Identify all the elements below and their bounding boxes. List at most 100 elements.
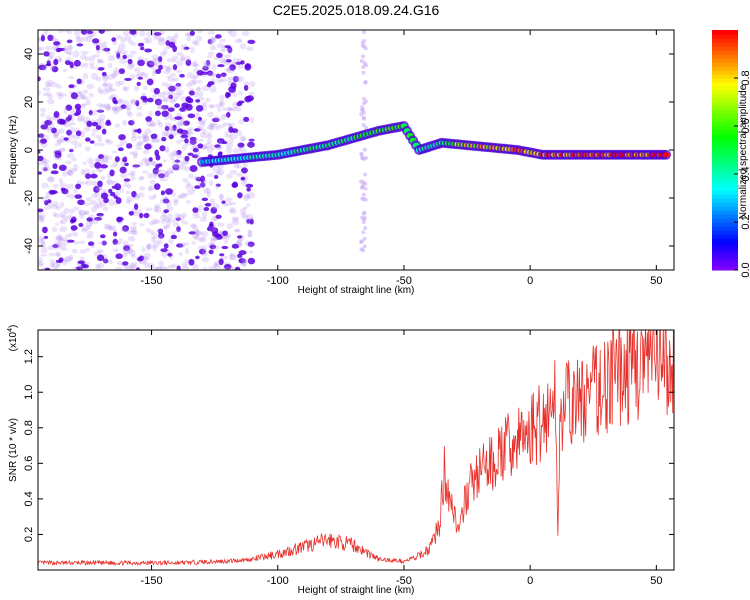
spectrogram-noise-cell <box>100 143 105 147</box>
spectrogram-noise-cell <box>218 94 225 101</box>
spectrogram-noise-cell <box>56 252 62 257</box>
spectrogram-noise-cell <box>146 97 154 103</box>
spectrogram-noise-cell <box>196 86 201 92</box>
spectrogram-noise-cell <box>78 94 85 99</box>
colorbar-segment <box>712 234 738 239</box>
spectrogram-noise-cell <box>361 54 366 59</box>
spectrogram-noise-cell <box>236 164 243 169</box>
spectrogram-noise-cell <box>226 106 232 113</box>
spectrogram-noise-cell <box>129 30 137 35</box>
spectrogram-noise-cell <box>156 119 161 126</box>
spectrogram-noise-cell <box>159 104 167 111</box>
spectrogram-noise-cell <box>191 212 200 217</box>
spectrogram-noise-cell <box>249 250 254 254</box>
spectrogram-noise-cell <box>82 36 88 42</box>
spectrogram-noise-cell <box>138 176 145 181</box>
spectrogram-noise-cell <box>73 97 80 101</box>
spectrogram-noise-cell <box>38 89 41 96</box>
spectrogram-noise-cell <box>178 252 183 256</box>
spectrogram-noise-cell <box>171 150 178 157</box>
spectrogram-noise-cell <box>77 260 86 265</box>
spectrogram-noise-cell <box>157 92 166 99</box>
spectrogram-noise-cell <box>226 223 234 230</box>
spectrogram-noise-cell <box>113 241 122 245</box>
spectrogram-noise-cell <box>96 108 104 114</box>
spectrogram-noise-cell <box>154 33 161 39</box>
spectrogram-noise-cell <box>96 254 105 262</box>
spectrogram-noise-cell <box>175 51 184 56</box>
spectrogram-noise-cell <box>220 78 228 83</box>
spectrogram-noise-cell <box>150 161 156 165</box>
spectrogram-noise-cell <box>180 134 189 139</box>
spectrogram-noise-cell <box>82 261 90 265</box>
spectrogram-noise-cell <box>59 220 64 225</box>
spectrogram-noise-cell <box>38 133 45 138</box>
spectrogram-noise-cell <box>164 126 170 132</box>
spectrogram-noise-cell <box>238 90 243 96</box>
spectrogram-noise-cell <box>39 215 45 222</box>
spectrogram-noise-cell <box>89 162 94 169</box>
spectrogram-noise-cell <box>228 138 234 144</box>
colorbar-label: Normalized spectral amplitude <box>738 84 749 219</box>
spectrogram-noise-cell <box>83 125 91 132</box>
spectrogram-noise-cell <box>237 76 245 83</box>
spectrogram-noise-cell <box>95 76 102 82</box>
spectrogram-noise-cell <box>362 147 367 152</box>
spectrogram-noise-cell <box>208 249 214 255</box>
spectrogram-noise-cell <box>209 44 217 51</box>
spectrogram-noise-cell <box>97 137 103 143</box>
spectrogram-noise-cell <box>225 173 233 179</box>
spectrogram-noise-cell <box>361 122 366 127</box>
spectrogram-noise-cell <box>81 225 90 232</box>
spectrogram-noise-cell <box>193 63 200 68</box>
spectrogram-noise-cell <box>130 227 137 233</box>
spectrogram-noise-cell <box>181 144 187 151</box>
spectrogram-noise-cell <box>45 114 51 122</box>
spectrogram-noise-cell <box>99 201 107 208</box>
spectrogram-noise-cell <box>228 253 234 257</box>
spectrogram-noise-cell <box>171 55 179 61</box>
spectrogram-noise-cell <box>157 239 163 245</box>
spectrogram-noise-cell <box>65 104 73 111</box>
spectrogram-noise-cell <box>56 91 63 97</box>
spectrogram-noise-cell <box>184 138 189 144</box>
spectrogram-noise-cell <box>192 226 199 233</box>
spectrogram-noise-cell <box>46 83 53 87</box>
spectrogram-noise-cell <box>88 110 93 116</box>
spectrogram-noise-cell <box>80 93 87 100</box>
spectrogram-noise-cell <box>230 82 237 89</box>
spectrogram-noise-cell <box>144 128 152 135</box>
spectrogram-noise-cell <box>226 233 232 238</box>
spectrogram-noise-cell <box>171 163 177 168</box>
spectrogram-noise-cell <box>179 107 186 112</box>
spectrogram-noise-cell <box>361 70 366 75</box>
spectrogram-noise-cell <box>172 124 177 131</box>
spectrogram-noise-cell <box>69 61 74 69</box>
spectrogram-noise-cell <box>54 236 63 240</box>
spectrogram-noise-cell <box>105 82 114 87</box>
spectrogram-noise-cell <box>52 262 60 268</box>
spectrogram-noise-cell <box>111 150 117 154</box>
spectrogram-noise-cell <box>65 49 73 55</box>
spectrogram-noise-cell <box>196 30 203 34</box>
spectrogram-noise-cell <box>159 51 166 57</box>
spectrogram-noise-cell <box>89 65 96 70</box>
spectrogram-noise-cell <box>40 240 45 246</box>
spectrogram-noise-cell <box>164 171 170 179</box>
spectrogram-noise-cell <box>95 186 102 192</box>
spectrogram-noise-cell <box>219 194 225 201</box>
spectrogram-noise-cell <box>109 169 115 177</box>
spectrogram-noise-cell <box>161 98 168 102</box>
spectrogram-noise-cell <box>191 232 200 240</box>
spectrogram-noise-cell <box>105 86 113 93</box>
spectrogram-noise-cell <box>173 84 179 92</box>
spectrogram-noise-cell <box>195 255 200 260</box>
spectrogram-noise-cell <box>84 56 91 62</box>
spectrogram-x-tick-label: -100 <box>267 275 289 287</box>
spectrogram-y-tick-label: 40 <box>23 48 35 60</box>
spectrogram-noise-cell <box>362 216 367 221</box>
spectrogram-noise-cell <box>50 127 57 134</box>
colorbar-segment <box>712 106 738 111</box>
spectrogram-noise-cell <box>43 164 50 170</box>
spectrogram-noise-cell <box>171 35 178 43</box>
